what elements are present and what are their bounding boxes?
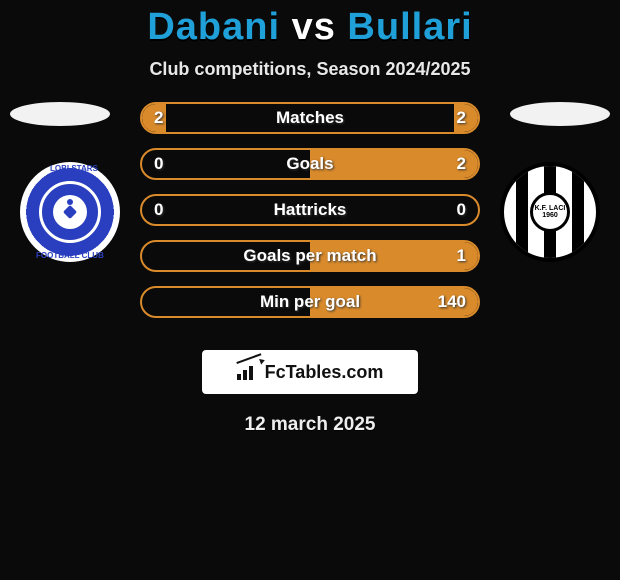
flag-right-icon	[510, 102, 610, 126]
stat-row: 2 Matches 2	[140, 102, 480, 134]
chart-growth-icon	[237, 364, 259, 380]
stat-label: Goals	[286, 154, 333, 174]
stat-label: Matches	[276, 108, 344, 128]
club-badge-right-wrap: K.F. LACI 1960	[500, 162, 600, 262]
stat-value-right: 140	[438, 292, 466, 312]
stat-label: Hattricks	[274, 200, 347, 220]
comparison-title: Dabani vs Bullari	[0, 0, 620, 49]
stat-value-left: 2	[154, 108, 163, 128]
club-right-text-top: K.F. LACI	[535, 205, 566, 212]
stat-value-right: 0	[457, 200, 466, 220]
stats-list: 2 Matches 2 0 Goals 2 0 Hattricks 0 Goals per mat…	[140, 102, 480, 318]
date-label: 12 march 2025	[0, 414, 620, 436]
attribution[interactable]: FcTables.com	[202, 350, 418, 394]
stat-row: 0 Hattricks 0	[140, 194, 480, 226]
club-badge-right-icon: K.F. LACI 1960	[500, 162, 600, 262]
attribution-text: FcTables.com	[265, 362, 384, 383]
stat-value-right: 2	[457, 108, 466, 128]
subtitle: Club competitions, Season 2024/2025	[0, 59, 620, 80]
stat-value-left: 0	[154, 200, 163, 220]
stat-fill-right	[310, 150, 478, 178]
club-badge-left-icon: LOBI STARS FOOTBALL CLUB	[20, 162, 120, 262]
vs-separator: vs	[292, 6, 336, 48]
player1-name: Dabani	[147, 6, 280, 48]
stat-value-left: 0	[154, 154, 163, 174]
stat-value-right: 2	[457, 154, 466, 174]
club-right-text-bottom: 1960	[542, 212, 558, 219]
stat-label: Goals per match	[243, 246, 376, 266]
player2-name: Bullari	[347, 6, 472, 48]
main-panel: LOBI STARS FOOTBALL CLUB K.F. LACI 1960 …	[0, 102, 620, 342]
stat-row: Min per goal 140	[140, 286, 480, 318]
stat-value-right: 1	[457, 246, 466, 266]
club-left-text-top: LOBI STARS	[50, 164, 98, 173]
stat-row: Goals per match 1	[140, 240, 480, 272]
stat-row: 0 Goals 2	[140, 148, 480, 180]
club-left-text-bottom: FOOTBALL CLUB	[36, 251, 104, 260]
flag-left-icon	[10, 102, 110, 126]
stat-label: Min per goal	[260, 292, 360, 312]
